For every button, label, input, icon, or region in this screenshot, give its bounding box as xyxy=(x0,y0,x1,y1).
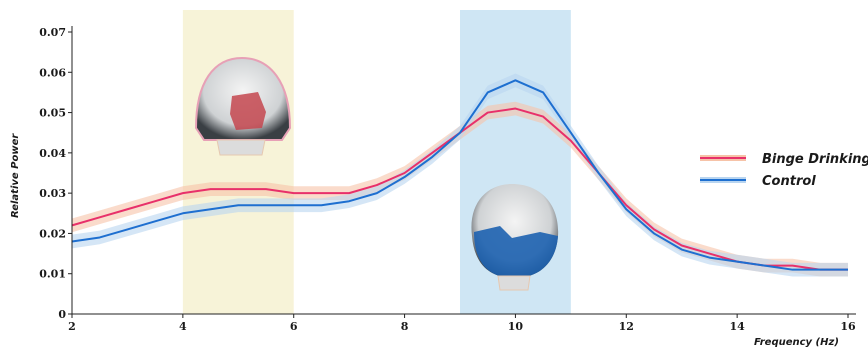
head-image-right xyxy=(471,184,559,291)
x-tick-label: 10 xyxy=(508,320,524,333)
series-lines xyxy=(71,79,848,271)
highlight-band-1 xyxy=(182,10,294,314)
y-tick-label: 0 xyxy=(58,308,66,321)
x-tick-label: 6 xyxy=(290,320,298,333)
legend: Binge Drinking Control xyxy=(700,152,868,189)
x-tick-label: 12 xyxy=(619,320,634,333)
x-tick-label: 14 xyxy=(729,320,745,333)
x-axis-title: Frequency (Hz) xyxy=(754,337,839,348)
head-topography-images xyxy=(194,56,559,291)
x-tick-label: 4 xyxy=(179,320,187,333)
x-tick-label: 2 xyxy=(68,320,76,333)
y-tick-labels: 0 0.01 0.02 0.03 0.04 0.05 0.06 0.07 xyxy=(39,26,72,321)
x-tick-label: 16 xyxy=(840,320,856,333)
legend-label: Control xyxy=(762,174,816,189)
y-axis-title: Relative Power xyxy=(10,133,21,218)
y-tick-label: 0.07 xyxy=(39,26,66,39)
axes xyxy=(71,26,856,315)
y-tick-label: 0.06 xyxy=(39,66,66,79)
x-tick-labels: 2 4 6 8 10 12 14 16 xyxy=(68,314,856,333)
y-tick-label: 0.01 xyxy=(39,268,66,281)
y-tick-label: 0.05 xyxy=(39,107,66,120)
head-image-left xyxy=(194,56,292,156)
y-tick-label: 0.02 xyxy=(39,227,66,240)
series-line-2 xyxy=(71,79,848,271)
x-tick-label: 8 xyxy=(401,320,409,333)
legend-label: Binge Drinking xyxy=(762,152,868,167)
y-tick-label: 0.03 xyxy=(39,187,66,200)
y-tick-label: 0.04 xyxy=(39,147,66,160)
